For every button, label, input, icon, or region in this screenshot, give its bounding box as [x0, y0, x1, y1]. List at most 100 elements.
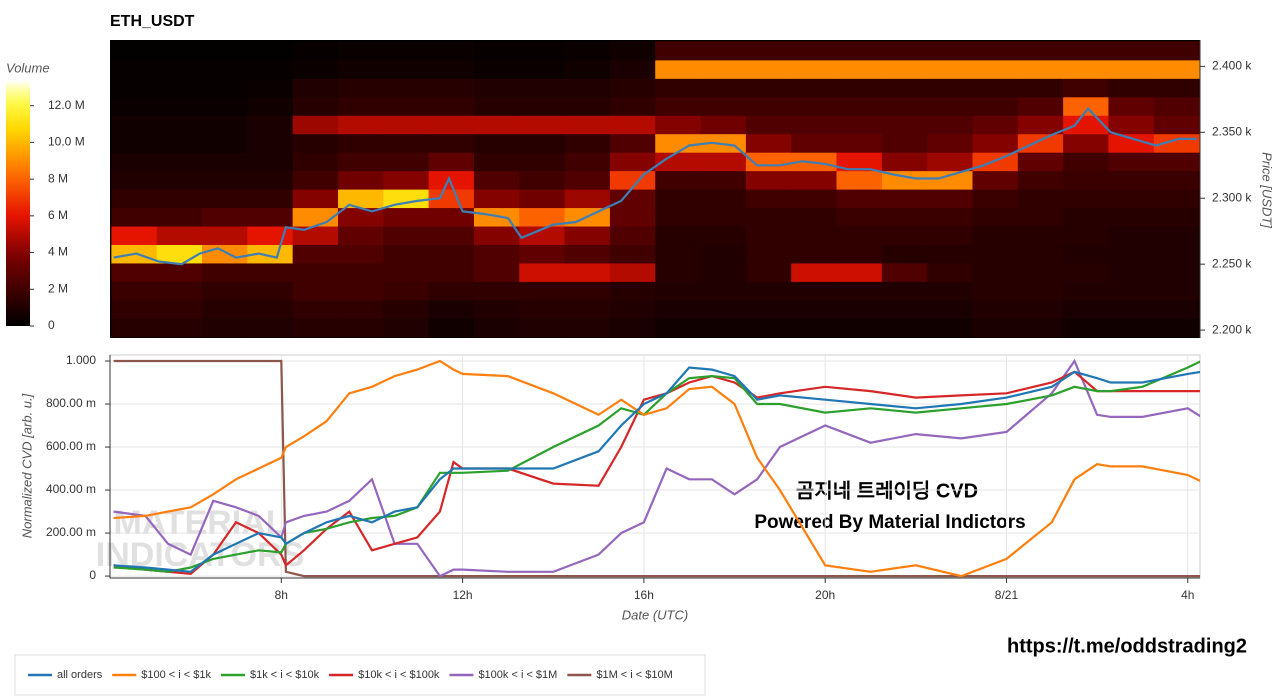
heatmap-cell	[519, 170, 566, 190]
heatmap-cell	[292, 281, 339, 301]
heatmap-cell	[791, 78, 838, 98]
heatmap-cell	[383, 225, 430, 245]
heatmap-cell	[791, 115, 838, 135]
heatmap-cell	[700, 281, 747, 301]
heatmap-cell	[473, 59, 520, 79]
y-tick-label: 2.200 k	[1212, 322, 1252, 336]
heatmap-cell	[655, 96, 702, 116]
heatmap-cell	[836, 244, 883, 264]
heatmap-cell	[791, 281, 838, 301]
heatmap-cell	[655, 262, 702, 282]
heatmap-cell	[156, 133, 203, 153]
heatmap-cell	[292, 115, 339, 135]
heatmap-cell	[881, 207, 928, 227]
heatmap-cell	[881, 115, 928, 135]
heatmap-cell	[655, 152, 702, 172]
heatmap-cell	[1153, 262, 1200, 282]
heatmap-cell	[292, 318, 339, 338]
heatmap-cell	[1017, 189, 1064, 209]
heatmap-cell	[1108, 189, 1155, 209]
heatmap-cell	[655, 59, 702, 79]
heatmap-cell	[202, 115, 248, 135]
heatmap-cell	[972, 189, 1019, 209]
heatmap-cell	[111, 318, 158, 338]
heatmap-cell	[383, 189, 430, 209]
heatmap-cell	[609, 59, 656, 79]
heatmap-cell	[1153, 41, 1200, 61]
heatmap-cell	[745, 59, 792, 79]
heatmap-cell	[791, 207, 838, 227]
colorbar-tick-label: 6 M	[48, 208, 68, 222]
heatmap-cell	[1108, 152, 1155, 172]
colorbar-tick-label: 10.0 M	[48, 135, 85, 149]
heatmap-cell	[791, 41, 838, 61]
heatmap-cell	[337, 115, 384, 135]
heatmap-cell	[428, 244, 475, 264]
heatmap-cell	[1108, 299, 1155, 319]
heatmap-cell	[836, 41, 883, 61]
heatmap-cell	[292, 299, 339, 319]
heatmap-cell	[1063, 318, 1110, 338]
heatmap-cell	[927, 299, 974, 319]
heatmap-cell	[202, 281, 248, 301]
heatmap-cell	[881, 59, 928, 79]
heatmap-cell	[1108, 244, 1155, 264]
heatmap-cell	[927, 225, 974, 245]
heatmap-cell	[473, 225, 520, 245]
heatmap-cell	[1063, 78, 1110, 98]
heatmap-cell	[383, 78, 430, 98]
heatmap-cell	[609, 41, 656, 61]
heatmap-cell	[519, 78, 566, 98]
heatmap-cell	[1153, 207, 1200, 227]
heatmap-cell	[292, 152, 339, 172]
heatmap-cell	[655, 189, 702, 209]
watermark: MATERIAL	[113, 504, 286, 542]
heatmap-cell	[745, 299, 792, 319]
heatmap-cell	[927, 96, 974, 116]
heatmap-cell	[292, 262, 339, 282]
legend-label: $1M < i < $10M	[596, 669, 672, 681]
heatmap-cell	[519, 318, 566, 338]
heatmap-cell	[745, 41, 792, 61]
heatmap-cell	[927, 133, 974, 153]
heatmap-cell	[1017, 299, 1064, 319]
heatmap-cell	[972, 59, 1019, 79]
heatmap-cell	[927, 189, 974, 209]
heatmap-cell	[337, 59, 384, 79]
heatmap-cell	[972, 244, 1019, 264]
series-line	[113, 359, 1200, 578]
link-text: https://t.me/oddstrading2	[1007, 635, 1247, 657]
heatmap-cell	[1063, 96, 1110, 116]
heatmap-cell	[881, 96, 928, 116]
heatmap-cell	[337, 41, 384, 61]
heatmap-cell	[1153, 281, 1200, 301]
heatmap-cell	[972, 133, 1019, 153]
heatmap-cell	[881, 299, 928, 319]
heatmap-cell	[202, 262, 248, 282]
heatmap-cell	[1153, 299, 1200, 319]
heatmap-cell	[1017, 281, 1064, 301]
heatmap-cell	[1017, 115, 1064, 135]
heatmap-cell	[156, 281, 203, 301]
heatmap-cell	[156, 59, 203, 79]
heatmap-cell	[428, 189, 475, 209]
heatmap-cell	[202, 244, 248, 264]
x-tick-label: 8h	[275, 588, 288, 602]
heatmap-cell	[428, 59, 475, 79]
heatmap-cell	[428, 207, 475, 227]
heatmap-cell	[111, 78, 158, 98]
y-tick-label: 2.400 k	[1212, 59, 1252, 73]
legend-label: $1k < i < $10k	[250, 669, 320, 681]
annotation: 곰지네 트레이딩 CVD	[796, 479, 978, 502]
heatmap-cell	[700, 189, 747, 209]
heatmap-cell	[655, 244, 702, 264]
heatmap-cell	[700, 96, 747, 116]
heatmap-cell	[1017, 170, 1064, 190]
heatmap-cell	[609, 244, 656, 264]
heatmap-cell	[1063, 41, 1110, 61]
heatmap-cell	[1063, 59, 1110, 79]
heatmap-cell	[1108, 59, 1155, 79]
heatmap-cell	[1153, 318, 1200, 338]
colorbar-tick-label: 4 M	[48, 245, 68, 259]
